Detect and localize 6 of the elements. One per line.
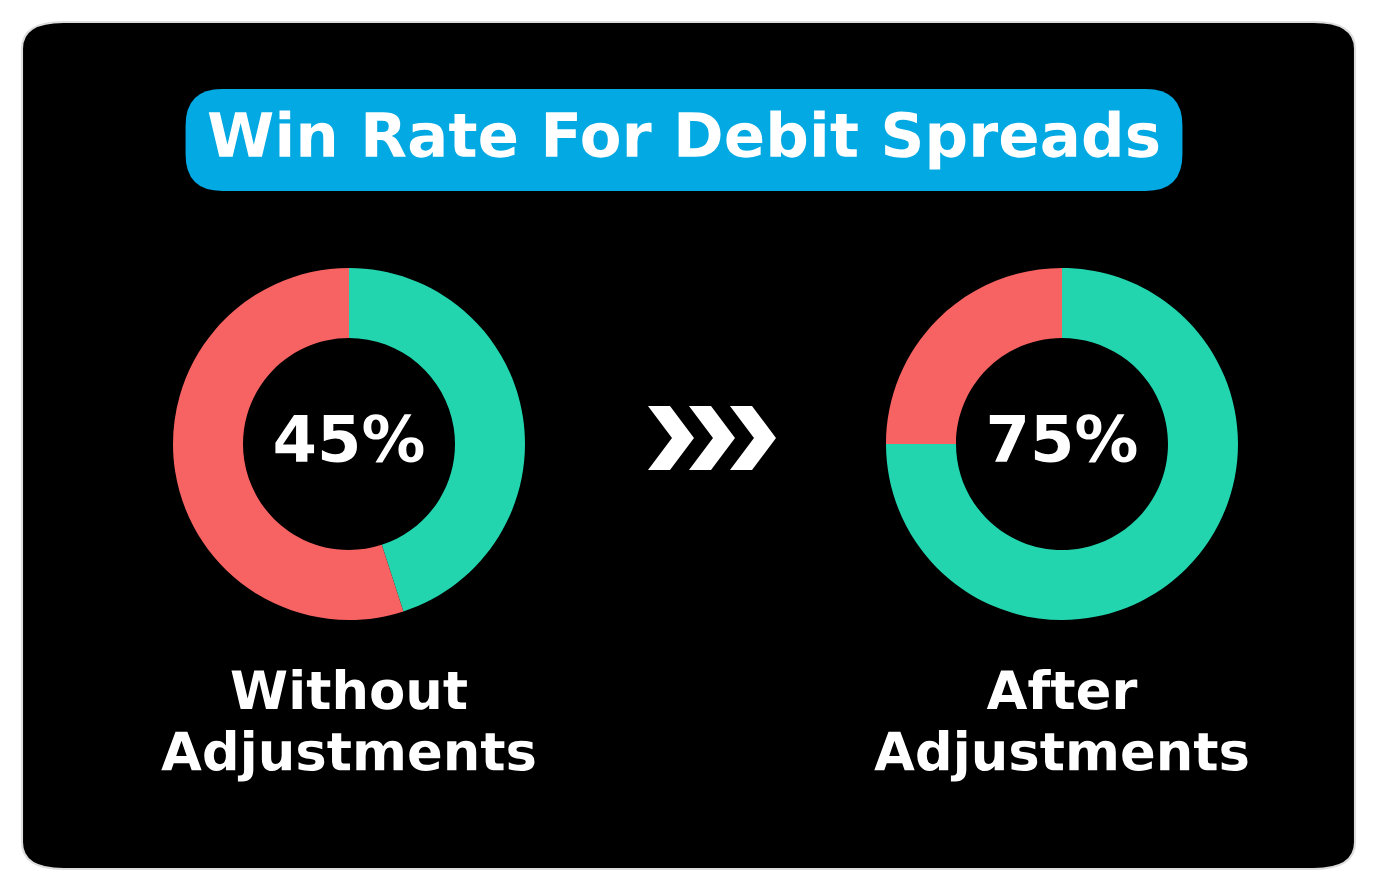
- data-label: 45%: [275, 414, 424, 463]
- text: Without Adjustments: [161, 669, 535, 782]
- donut-slice: [886, 268, 1238, 620]
- text: After Adjustments: [874, 669, 1248, 782]
- text: Win Rate For Debit Spreads: [208, 110, 1159, 170]
- data-label: 75%: [989, 414, 1137, 463]
